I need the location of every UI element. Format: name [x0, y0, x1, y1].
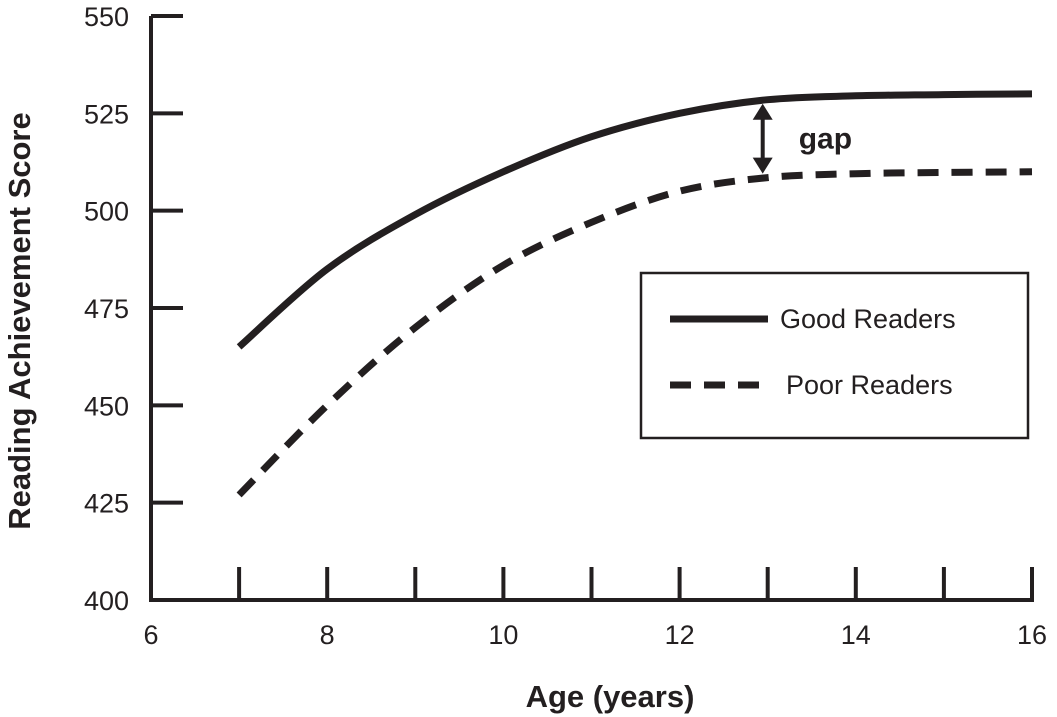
gap-arrow-head-up: [752, 103, 773, 120]
y-tick-label: 425: [84, 489, 129, 519]
x-tick-label: 16: [1017, 620, 1047, 650]
chart-legend: Good Readers Poor Readers: [639, 271, 1030, 440]
y-tick-label: 525: [84, 99, 129, 129]
x-axis-ticks: 6 8 10 12 14 16: [143, 567, 1047, 650]
gap-label: gap: [799, 123, 852, 156]
x-tick-label: 12: [665, 620, 695, 650]
series-line-poor-readers: [236, 168, 1033, 498]
y-axis-title: Reading Achievement Score: [2, 112, 37, 530]
x-tick-label: 10: [488, 620, 518, 650]
x-tick-label: 14: [841, 620, 871, 650]
legend-label-good-readers: Good Readers: [780, 304, 956, 334]
y-axis-ticks: 400 425 450 475 500 525 550: [84, 2, 183, 616]
x-axis-title: Age (years): [526, 679, 695, 714]
x-tick-label: 8: [320, 620, 335, 650]
y-tick-label: 550: [84, 2, 129, 32]
gap-arrow-head-down: [752, 157, 773, 174]
y-tick-label: 450: [84, 391, 129, 421]
x-tick-label: 6: [143, 620, 158, 650]
y-tick-label: 500: [84, 197, 129, 227]
chart-series: [236, 90, 1033, 498]
gap-annotation: gap: [752, 103, 852, 174]
y-tick-label: 400: [84, 586, 129, 616]
legend-box: [639, 271, 1030, 440]
legend-label-poor-readers: Poor Readers: [786, 370, 953, 400]
series-line-good-readers: [236, 90, 1033, 350]
y-tick-label: 475: [84, 294, 129, 324]
